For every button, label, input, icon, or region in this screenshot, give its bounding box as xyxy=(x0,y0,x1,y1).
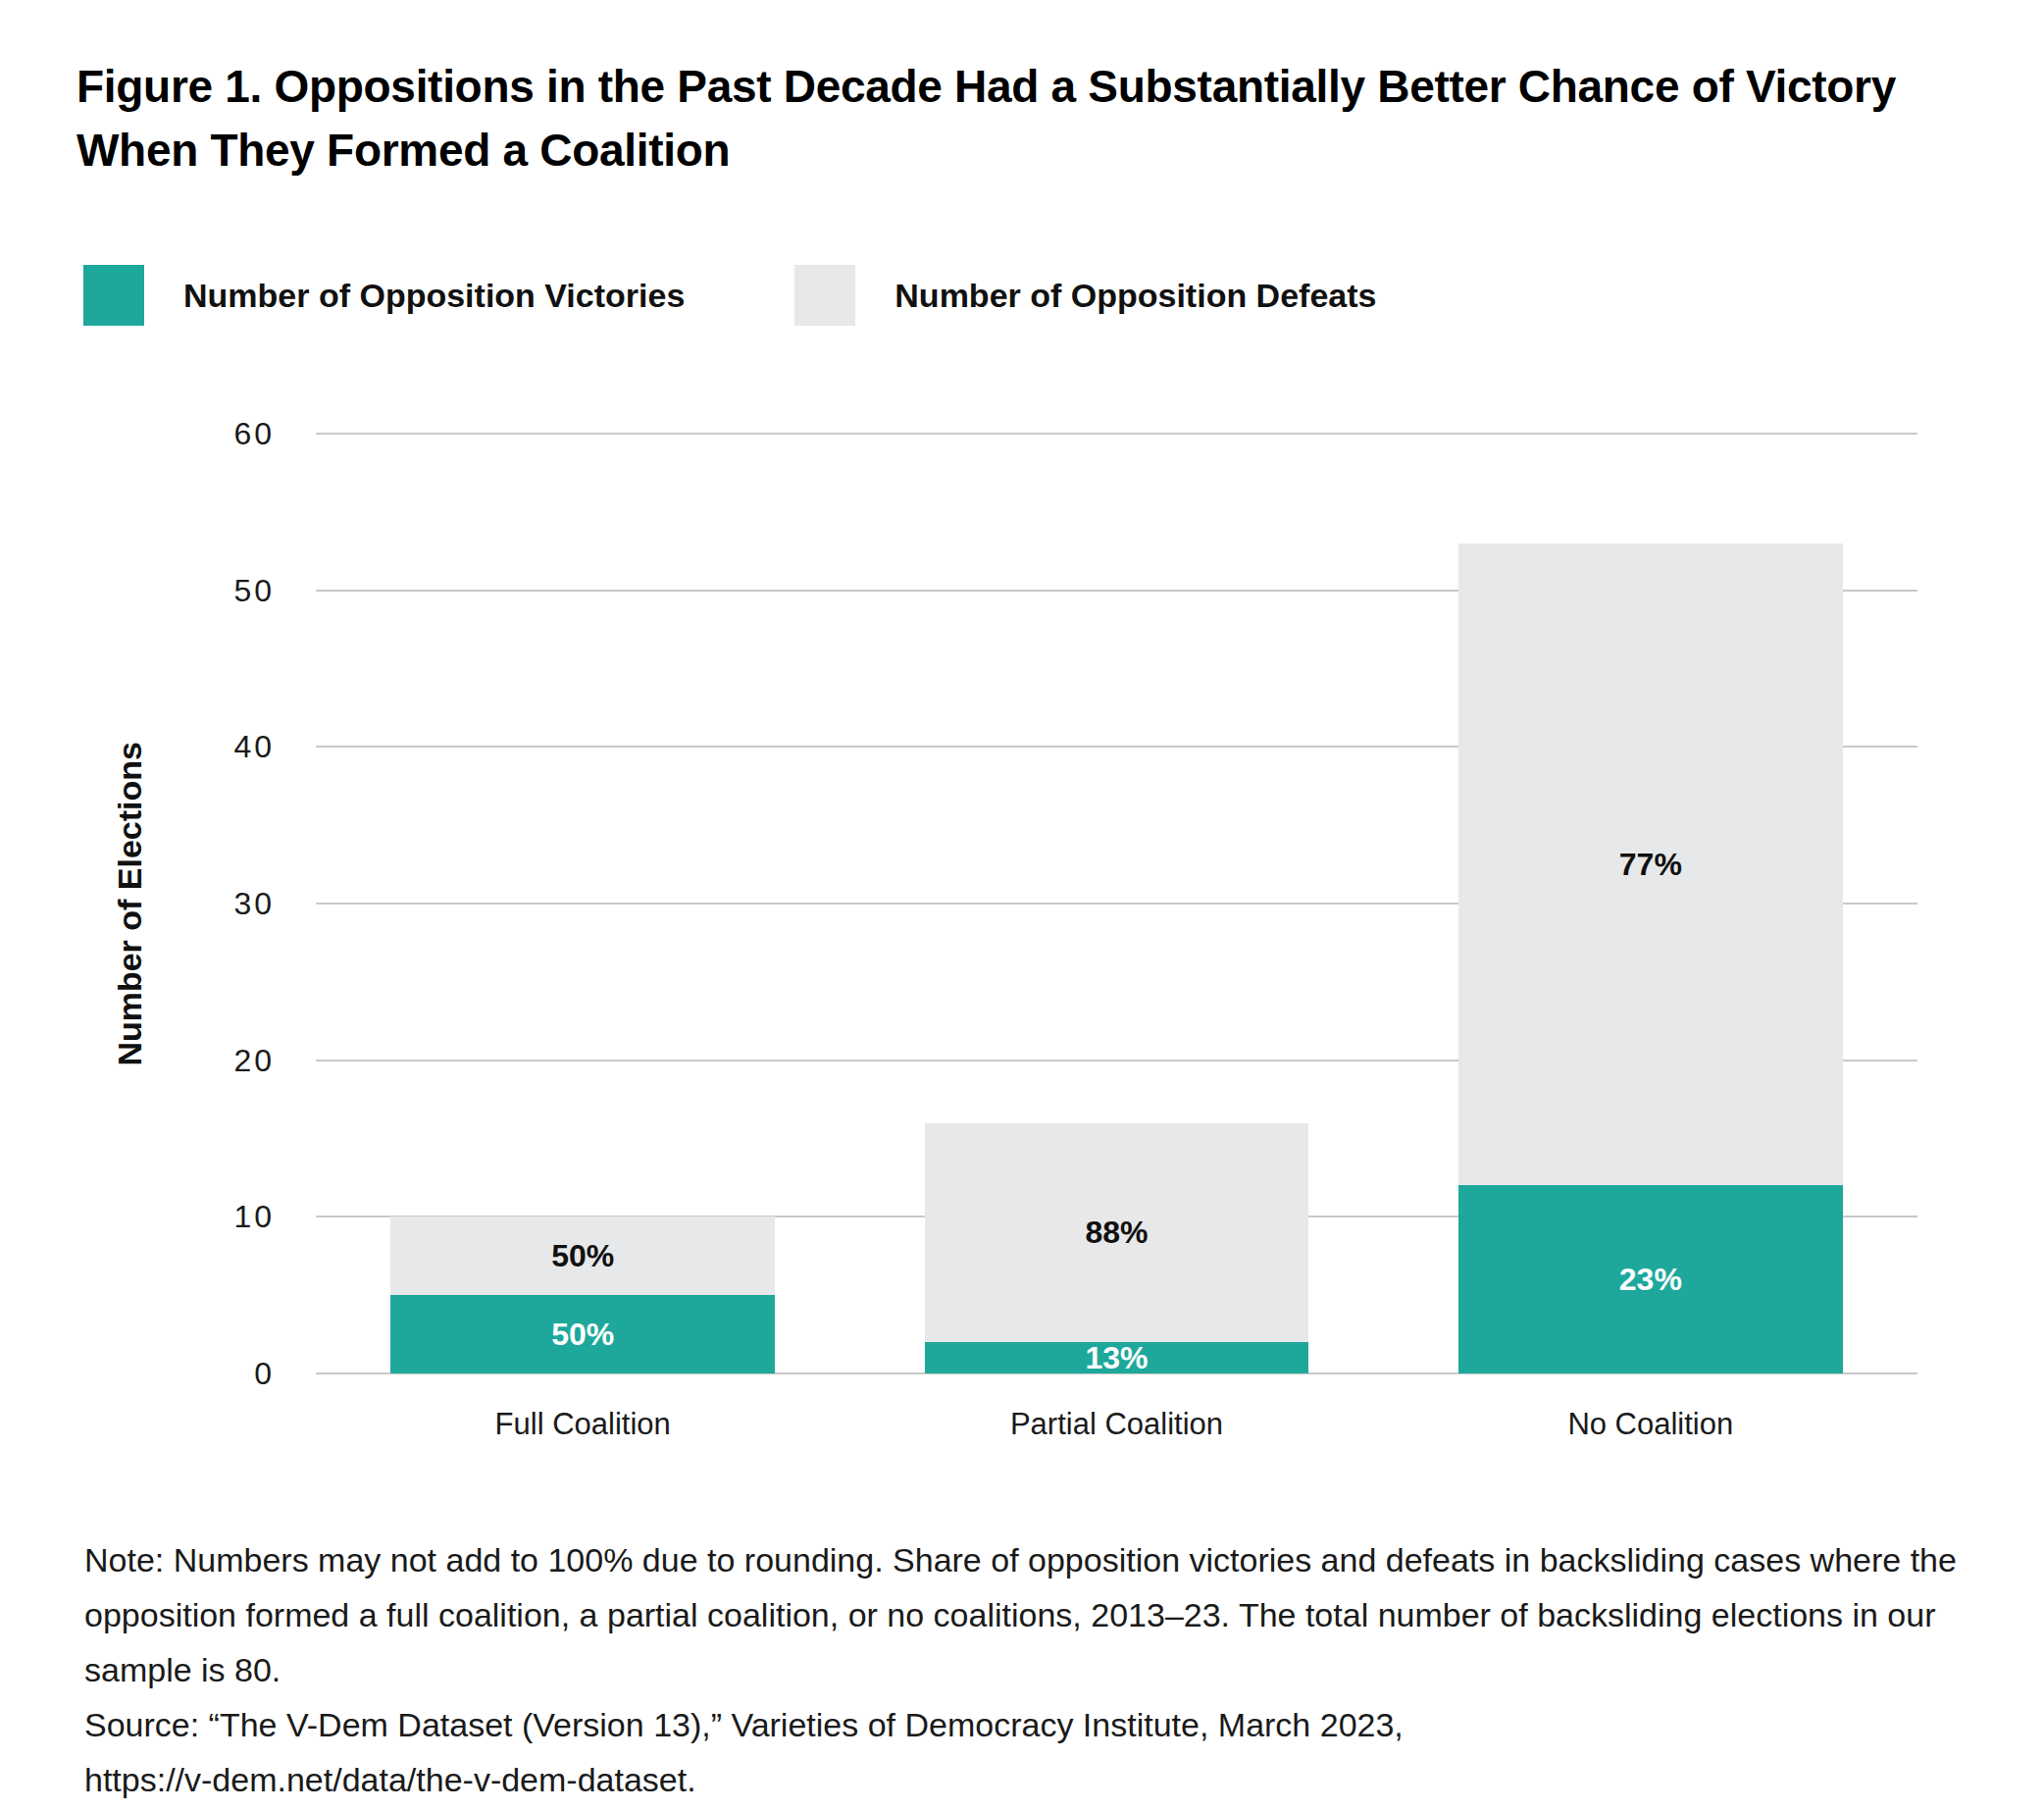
figure-page: Figure 1. Oppositions in the Past Decade… xyxy=(0,0,2044,1811)
y-tick-label: 0 xyxy=(254,1356,275,1392)
footnote: Note: Numbers may not add to 100% due to… xyxy=(84,1532,1979,1807)
bar-percent-label: 50% xyxy=(551,1319,614,1350)
bar-percent-label: 13% xyxy=(1085,1342,1148,1373)
x-axis-category-label: Full Coalition xyxy=(316,1407,849,1442)
victories-swatch-icon xyxy=(83,265,144,326)
bar-segment-defeats: 50% xyxy=(390,1216,775,1295)
source-text-line1: Source: “The V-Dem Dataset (Version 13),… xyxy=(84,1697,1979,1752)
y-axis-title: Number of Elections xyxy=(94,434,165,1373)
y-tick-label: 10 xyxy=(233,1199,275,1235)
y-tick-label: 50 xyxy=(233,572,275,608)
legend-label-victories: Number of Opposition Victories xyxy=(183,277,685,315)
bar-segment-defeats: 88% xyxy=(925,1123,1309,1343)
bar-segment-victories: 50% xyxy=(390,1295,775,1373)
bar-percent-label: 88% xyxy=(1085,1216,1148,1248)
plot-area: 010203040506050%50%Full Coalition13%88%P… xyxy=(316,434,1917,1373)
bar-segment-victories: 23% xyxy=(1458,1185,1843,1373)
y-tick-label: 20 xyxy=(233,1042,275,1078)
bar-percent-label: 23% xyxy=(1619,1264,1682,1295)
bar-full-coalition: 50% 50% xyxy=(390,434,775,1373)
y-tick-label: 30 xyxy=(233,886,275,922)
legend-label-defeats: Number of Opposition Defeats xyxy=(894,277,1376,315)
chart-legend: Number of Opposition Victories Number of… xyxy=(83,265,1376,326)
bar-no-coalition: 23% 77% xyxy=(1458,434,1843,1373)
bar-segment-defeats: 77% xyxy=(1458,543,1843,1186)
y-axis-title-text: Number of Elections xyxy=(111,742,149,1066)
bar-segment-victories: 13% xyxy=(925,1342,1309,1373)
source-text-line2: https://v-dem.net/data/the-v-dem-dataset… xyxy=(84,1752,1979,1807)
bar-partial-coalition: 13% 88% xyxy=(925,434,1309,1373)
legend-item-victories: Number of Opposition Victories xyxy=(83,265,685,326)
note-text: Note: Numbers may not add to 100% due to… xyxy=(84,1541,1957,1688)
defeats-swatch-icon xyxy=(794,265,855,326)
bar-percent-label: 50% xyxy=(551,1240,614,1271)
y-tick-label: 40 xyxy=(233,729,275,765)
legend-item-defeats: Number of Opposition Defeats xyxy=(794,265,1376,326)
bar-percent-label: 77% xyxy=(1619,849,1682,880)
x-axis-category-label: No Coalition xyxy=(1384,1407,1917,1442)
figure-title: Figure 1. Oppositions in the Past Decade… xyxy=(77,55,1940,183)
x-axis-category-label: Partial Coalition xyxy=(849,1407,1383,1442)
y-tick-label: 60 xyxy=(233,416,275,452)
